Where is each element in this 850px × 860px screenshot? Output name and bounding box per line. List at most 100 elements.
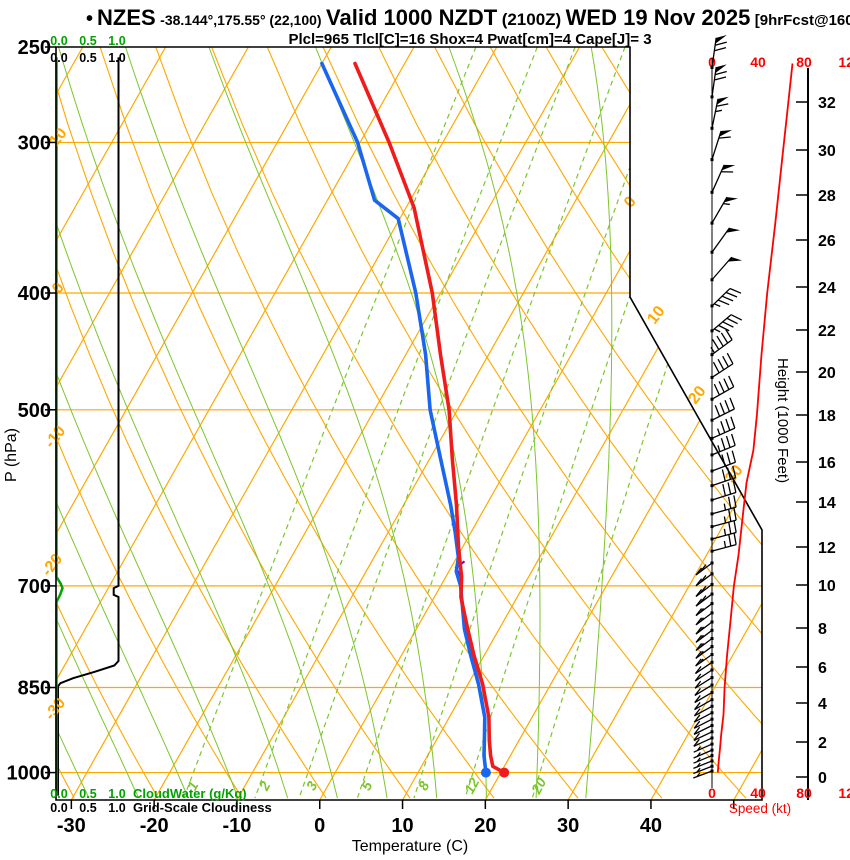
wind-barb-half-feather xyxy=(713,328,721,333)
pressure-tick-label: 400 xyxy=(18,283,51,305)
wind-barb-feather xyxy=(733,508,737,521)
wind-barb xyxy=(693,742,714,753)
wind-barb-feather xyxy=(694,687,701,696)
speed-tick-bottom: 0 xyxy=(708,785,716,801)
wind-barb xyxy=(710,480,737,502)
wind-barb-feather xyxy=(725,329,733,341)
wind-barb-half-feather xyxy=(699,607,704,613)
wind-barb-staff xyxy=(711,339,733,356)
height-tick-label: 22 xyxy=(818,323,836,340)
moist-adiabat-line xyxy=(56,47,189,799)
height-tick-label: 32 xyxy=(818,95,836,112)
wind-barb-staff xyxy=(694,691,713,704)
dry-adiabat-line xyxy=(56,47,411,799)
wind-barb-pennant xyxy=(719,129,733,137)
wind-barb-half-feather xyxy=(723,540,727,548)
wind-barb xyxy=(694,698,714,711)
wind-barb-feather xyxy=(714,404,721,417)
wind-barb xyxy=(694,660,714,675)
moist-adiabat-line xyxy=(585,47,613,799)
valid-zulu: (2100Z) xyxy=(501,10,562,29)
wind-barb-feather xyxy=(723,378,730,390)
dry-adiabat-line xyxy=(489,47,762,799)
wind-barb-feather xyxy=(695,650,702,659)
wind-barb-feather xyxy=(695,588,703,597)
dry-adiabat-line xyxy=(378,47,762,799)
wind-barb xyxy=(710,256,743,282)
wind-barb xyxy=(693,730,714,741)
wind-barb-feather xyxy=(695,643,703,651)
wind-barb-staff xyxy=(693,765,713,775)
wind-barb-feather xyxy=(726,467,732,480)
cloudiness-scale-bottom: 1.0 xyxy=(108,801,125,815)
isotherm-line xyxy=(567,47,762,800)
dry-adiabat-line xyxy=(434,47,762,799)
cloudwater-scale-top: 0.5 xyxy=(79,34,96,48)
wind-barb xyxy=(694,676,714,689)
wind-barb-staff xyxy=(695,573,713,587)
wind-barb-staff xyxy=(695,562,713,576)
dry-adiabat-line xyxy=(56,47,159,799)
wind-barb-feather xyxy=(732,480,737,493)
forecast-hour: [9hrFcst@1605z] xyxy=(754,12,850,29)
wind-barb-feather xyxy=(695,634,703,643)
wind-barb-feather xyxy=(730,314,743,321)
dry-adiabat-line xyxy=(99,47,495,799)
speed-axis-title: Speed (kt) xyxy=(729,801,791,816)
wind-barb-staff xyxy=(695,583,713,597)
mixing-ratio-label: 20 xyxy=(527,775,549,797)
plot-border xyxy=(55,46,763,801)
wind-barb-half-feather xyxy=(696,772,701,778)
wind-barb-half-feather xyxy=(699,626,704,632)
wind-barb-staff xyxy=(711,476,736,487)
pressure-tick-label: 1000 xyxy=(7,763,52,785)
wind-layer xyxy=(693,34,794,788)
wind-barb xyxy=(710,164,736,194)
cloudiness-scale-top: 1.0 xyxy=(108,51,125,65)
wind-barb-feather xyxy=(733,520,737,533)
wind-barb xyxy=(695,561,714,576)
wind-barb-pennant xyxy=(724,197,738,203)
cloudiness-scale-bottom: 0.0 xyxy=(50,801,67,815)
wind-barb-feather xyxy=(728,509,732,522)
wind-barb-half-feather xyxy=(710,346,715,354)
wind-barb-feather xyxy=(726,352,734,365)
dewpoint-curve xyxy=(320,61,488,775)
wind-barb xyxy=(695,582,714,597)
wind-barb-feather xyxy=(695,626,703,635)
wind-barb-feather xyxy=(714,41,727,46)
wind-barb-feather xyxy=(695,608,703,616)
wind-barb xyxy=(710,314,743,333)
wind-barb-pennant xyxy=(721,164,736,171)
wind-barb-half-feather xyxy=(696,762,701,768)
wind-barb-feather xyxy=(693,738,700,747)
wind-barb-half-feather xyxy=(723,202,730,206)
moist-adiabat-line xyxy=(448,47,541,799)
temperature-tick-label: -10 xyxy=(222,815,251,837)
wind-barb-feather xyxy=(732,465,737,478)
wind-barb-feather xyxy=(728,534,732,547)
temperature-surface-dot xyxy=(499,767,510,778)
isotherm-line xyxy=(650,47,762,800)
cloudwater-axis-title: CloudWater (g/Kg) xyxy=(133,786,247,801)
wind-barb-feather xyxy=(720,332,729,344)
station-id: NZES xyxy=(97,5,156,30)
wind-barb-base-dot xyxy=(710,126,714,130)
wind-barb-staff xyxy=(694,677,713,689)
wind-barb-feather xyxy=(721,454,726,467)
wind-barb-pennant xyxy=(715,64,727,74)
temperature-tick-label: -20 xyxy=(140,815,169,837)
wind-barb-staff xyxy=(711,130,722,160)
wind-barb-staff xyxy=(694,699,713,711)
wind-barb xyxy=(695,628,714,643)
isotherm-line xyxy=(484,47,762,800)
wind-barb-staff xyxy=(711,408,735,421)
speed-tick-bottom: 80 xyxy=(796,785,812,801)
wind-barb-staff xyxy=(711,531,737,540)
isotherm-line xyxy=(56,47,249,800)
grid-layer xyxy=(56,47,762,800)
moist-adiabat-line xyxy=(58,47,338,799)
wind-barb-feather xyxy=(693,720,701,729)
temperature-tick-label: 40 xyxy=(640,815,662,837)
